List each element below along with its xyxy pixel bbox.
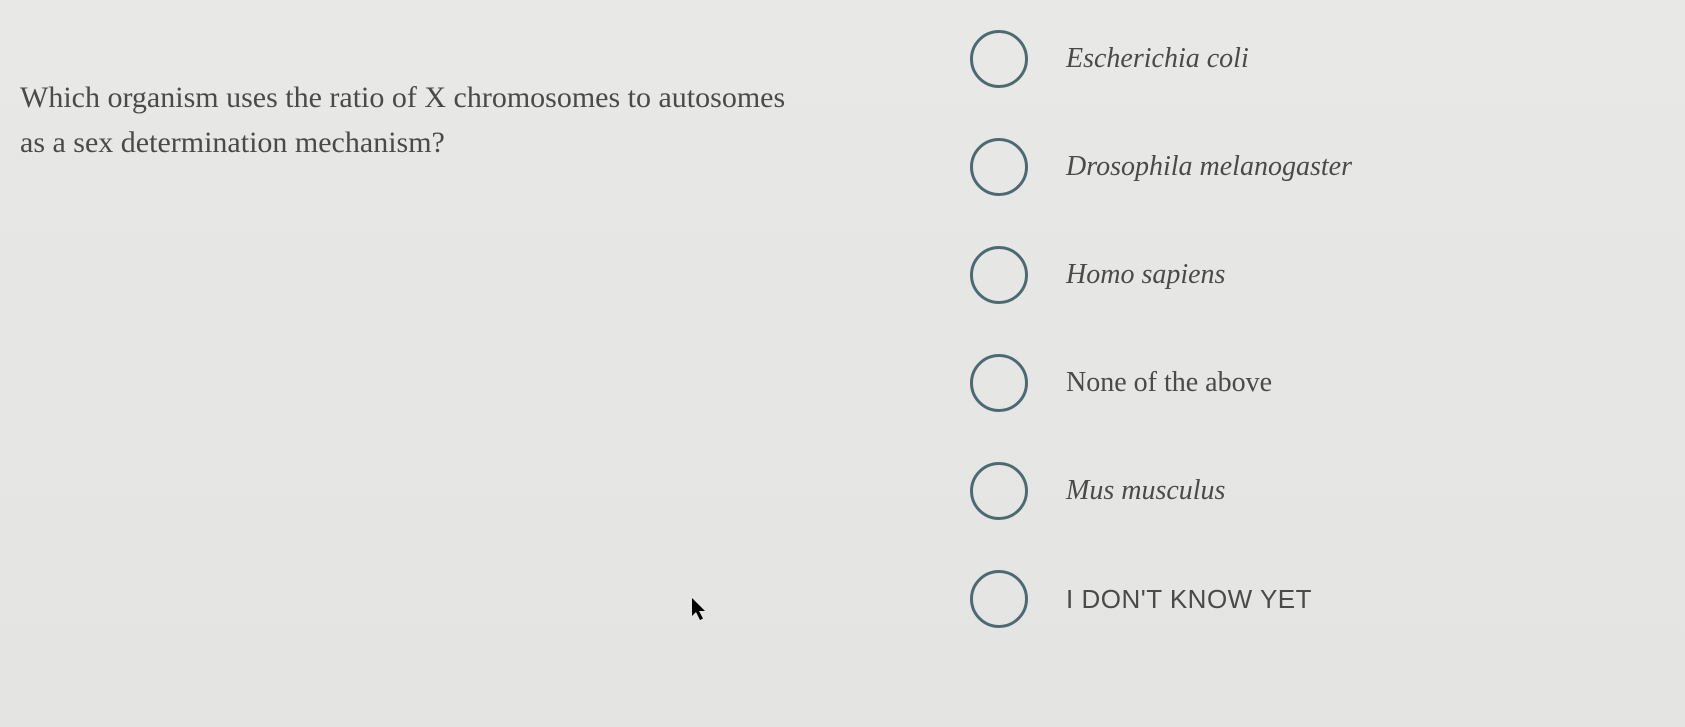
- option-label: None of the above: [1066, 367, 1272, 399]
- question-area: Which organism uses the ratio of X chrom…: [0, 0, 960, 727]
- radio-icon: [970, 354, 1028, 412]
- option-label: Homo sapiens: [1066, 259, 1225, 291]
- radio-icon: [970, 570, 1028, 628]
- radio-icon: [970, 246, 1028, 304]
- option-drosophila-melanogaster[interactable]: Drosophila melanogaster: [970, 138, 1352, 196]
- option-mus-musculus[interactable]: Mus musculus: [970, 462, 1352, 520]
- option-escherichia-coli[interactable]: Escherichia coli: [970, 30, 1352, 88]
- radio-icon: [970, 462, 1028, 520]
- option-homo-sapiens[interactable]: Homo sapiens: [970, 246, 1352, 304]
- radio-icon: [970, 138, 1028, 196]
- option-label: I DON'T KNOW YET: [1066, 584, 1312, 615]
- option-label: Mus musculus: [1066, 475, 1225, 507]
- question-text: Which organism uses the ratio of X chrom…: [20, 75, 940, 165]
- question-line-2: as a sex determination mechanism?: [20, 126, 445, 159]
- option-label: Drosophila melanogaster: [1066, 151, 1352, 183]
- option-label: Escherichia coli: [1066, 43, 1249, 75]
- options-area: Escherichia coli Drosophila melanogaster…: [960, 0, 1372, 727]
- option-i-dont-know-yet[interactable]: I DON'T KNOW YET: [970, 570, 1352, 628]
- radio-icon: [970, 30, 1028, 88]
- quiz-container: Which organism uses the ratio of X chrom…: [0, 0, 1685, 727]
- question-line-1: Which organism uses the ratio of X chrom…: [20, 81, 785, 114]
- option-none-of-the-above[interactable]: None of the above: [970, 354, 1352, 412]
